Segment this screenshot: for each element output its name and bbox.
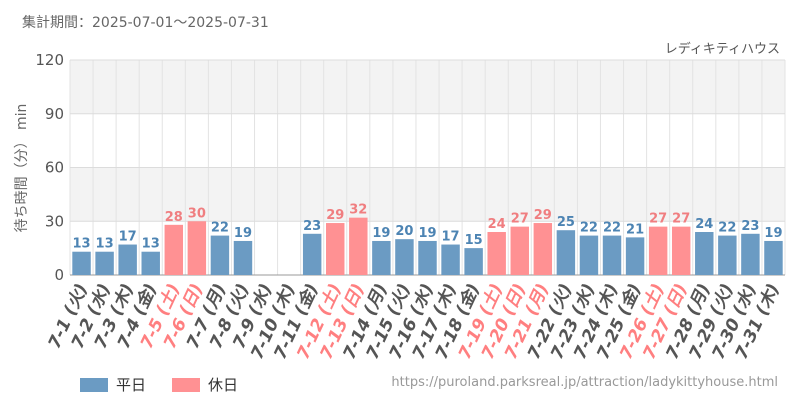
y-tick-label: 0 (54, 266, 64, 284)
bar-7-3 (木) (118, 244, 137, 275)
data-label-7-29 (火): 22 (718, 221, 736, 236)
grid-band (70, 60, 785, 114)
bar-7-8 (火) (233, 240, 253, 275)
bar-7-11 (金) (302, 233, 322, 275)
data-label-7-17 (木): 17 (442, 230, 460, 245)
data-label-7-12 (土): 29 (326, 208, 344, 223)
bar-7-4 (金) (141, 251, 160, 275)
data-label-7-14 (月): 19 (372, 226, 390, 241)
attraction-name: レディキティハウス (665, 41, 780, 57)
data-label-7-3 (木): 17 (119, 230, 137, 245)
data-label-7-16 (水): 19 (418, 226, 436, 241)
y-tick-label: 60 (45, 159, 64, 177)
bar-7-27 (日) (671, 226, 691, 275)
weekday-swatch (80, 377, 108, 392)
data-label-7-13 (日): 32 (349, 203, 367, 218)
data-label-7-20 (日): 27 (511, 212, 529, 227)
data-label-7-8 (火): 19 (234, 226, 252, 241)
data-label-7-2 (水): 13 (96, 237, 114, 252)
bar-7-21 (月) (533, 223, 553, 275)
bar-7-5 (土) (164, 224, 184, 275)
y-axis-title: 待ち時間（分） min (14, 104, 30, 233)
data-label-7-19 (土): 24 (488, 217, 506, 232)
data-label-7-30 (水): 23 (741, 219, 759, 234)
bar-7-12 (土) (326, 223, 345, 275)
legend: 平日 休日 (80, 374, 238, 395)
source-url: https://puroland.parksreal.jp/attraction… (391, 375, 778, 390)
data-label-7-18 (金): 15 (465, 233, 483, 248)
bar-7-24 (木) (602, 235, 622, 275)
data-label-7-11 (金): 23 (303, 219, 321, 234)
bar-7-2 (水) (95, 251, 114, 275)
data-label-7-6 (日): 30 (188, 206, 206, 221)
bar-7-18 (金) (464, 248, 483, 275)
legend-item-weekday: 平日 (80, 374, 146, 395)
bar-7-22 (火) (556, 230, 576, 275)
bar-7-17 (木) (441, 244, 460, 275)
bar-7-16 (水) (418, 240, 437, 275)
bar-7-15 (火) (395, 239, 414, 275)
grid-band (70, 113, 785, 168)
bar-7-7 (月) (210, 235, 230, 275)
data-label-7-27 (日): 27 (672, 212, 690, 227)
bar-7-1 (火) (72, 251, 91, 275)
data-label-7-25 (金): 21 (626, 222, 644, 237)
y-tick-label: 120 (35, 51, 64, 69)
bar-7-20 (日) (510, 226, 529, 275)
data-label-7-31 (木): 19 (764, 226, 782, 241)
data-label-7-23 (水): 22 (580, 221, 598, 236)
legend-item-holiday: 休日 (172, 374, 238, 395)
bar-7-31 (木) (764, 240, 783, 275)
legend-weekday-label: 平日 (116, 376, 147, 394)
data-label-7-26 (土): 27 (649, 212, 667, 227)
bar-7-28 (月) (695, 232, 714, 275)
bar-7-6 (日) (187, 221, 207, 275)
bar-7-30 (水) (741, 233, 760, 275)
collection-period: 集計期間：2025-07-01～2025-07-31 (22, 15, 269, 31)
data-label-7-22 (火): 25 (557, 215, 575, 230)
data-label-7-1 (火): 13 (72, 237, 90, 252)
grid-band (70, 167, 785, 222)
bar-7-13 (日) (349, 217, 368, 275)
bar-7-29 (火) (718, 235, 737, 275)
y-tick-label: 90 (45, 105, 64, 123)
data-label-7-4 (金): 13 (142, 237, 160, 252)
bar-7-23 (水) (579, 235, 599, 275)
data-label-7-24 (木): 22 (603, 221, 621, 236)
data-label-7-28 (月): 24 (695, 217, 713, 232)
legend-holiday-label: 休日 (208, 376, 239, 394)
bar-7-25 (金) (625, 237, 645, 275)
holiday-swatch (172, 377, 201, 392)
data-label-7-15 (火): 20 (395, 224, 413, 239)
bar-7-14 (月) (372, 240, 391, 275)
data-label-7-21 (月): 29 (534, 208, 552, 223)
bar-7-26 (土) (648, 226, 668, 275)
data-label-7-7 (月): 22 (211, 221, 229, 236)
bar-7-19 (土) (487, 232, 506, 275)
y-tick-label: 30 (45, 212, 64, 230)
data-label-7-5 (土): 28 (165, 210, 183, 225)
